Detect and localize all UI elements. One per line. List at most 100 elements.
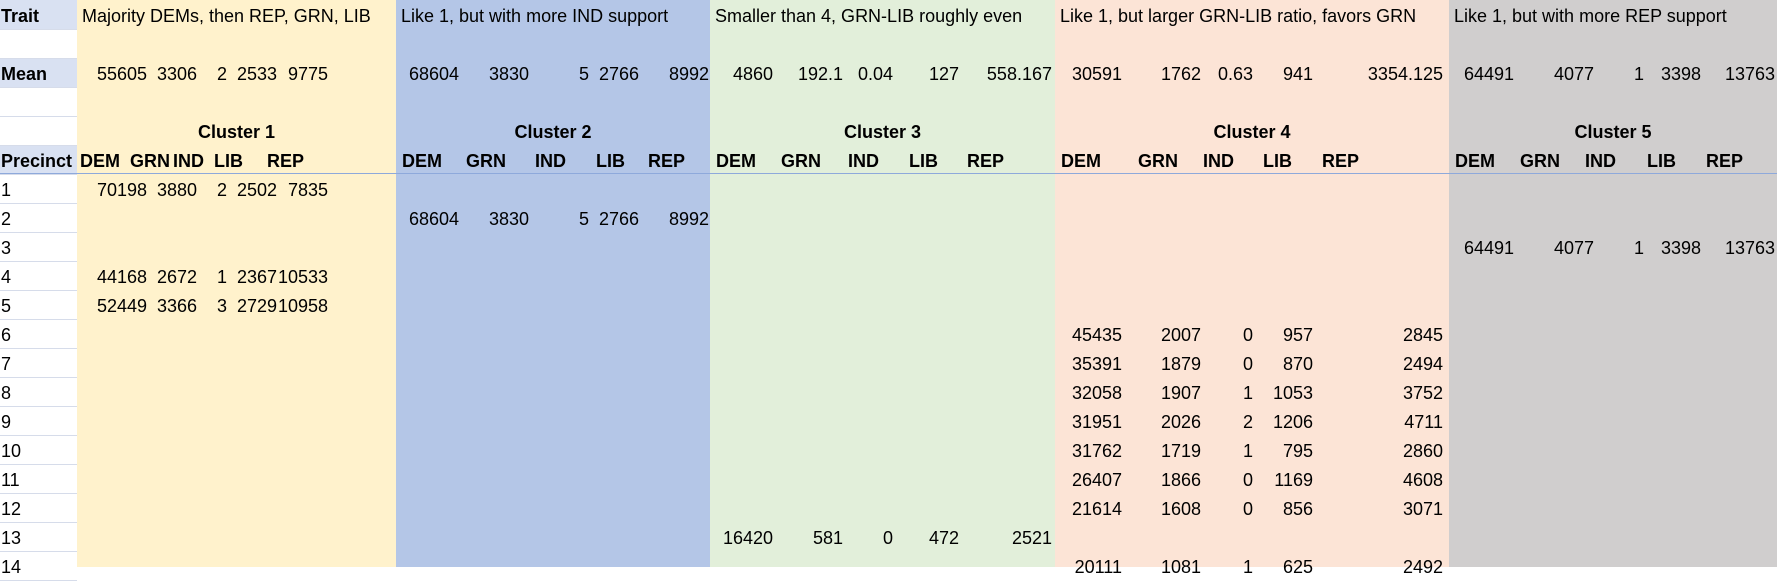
column-header-dem: DEM — [1455, 151, 1495, 171]
precinct-ind-value: 0 — [882, 528, 893, 548]
precinct-rep-value: 10533 — [277, 267, 328, 287]
precinct-lib-value: 2502 — [236, 180, 277, 200]
precinct-lib-value: 2367 — [236, 267, 277, 287]
precinct-ind-value: 1 — [1242, 383, 1253, 403]
precinct-dem-value: 20111 — [1074, 557, 1122, 577]
precinct-label: Precinct — [1, 151, 73, 171]
precinct-lib-value: 2729 — [236, 296, 277, 316]
precinct-ind-value: 0 — [1242, 354, 1253, 374]
precinct-number: 7 — [1, 354, 12, 374]
precinct-number: 8 — [1, 383, 12, 403]
row-separator — [0, 290, 77, 291]
precinct-lib-value: 870 — [1282, 354, 1313, 374]
row-separator — [0, 116, 77, 117]
mean-ind-value: 5 — [578, 64, 589, 84]
precinct-rep-value: 4711 — [1404, 412, 1443, 432]
mean-lib-value: 2766 — [598, 64, 639, 84]
precinct-number: 2 — [1, 209, 12, 229]
precinct-rep-value: 3071 — [1402, 499, 1443, 519]
precinct-lib-value: 1206 — [1272, 412, 1313, 432]
mean-dem-value: 4860 — [732, 64, 773, 84]
precinct-grn-value: 2672 — [156, 267, 197, 287]
cluster-4-trait: Like 1, but larger GRN-LIB ratio, favors… — [1060, 6, 1417, 26]
precinct-ind-value: 2 — [1242, 412, 1253, 432]
precinct-lib-value: 472 — [928, 528, 959, 548]
row-separator — [0, 551, 77, 552]
column-header-lib: LIB — [909, 151, 938, 171]
precinct-ind-value: 1 — [1633, 238, 1644, 258]
mean-lib-value: 2533 — [236, 64, 277, 84]
precinct-lib-value: 795 — [1282, 441, 1313, 461]
precinct-number: 4 — [1, 267, 12, 287]
mean-grn-value: 3830 — [488, 64, 529, 84]
precinct-grn-value: 4077 — [1553, 238, 1594, 258]
precinct-dem-value: 16420 — [722, 528, 773, 548]
precinct-number: 11 — [1, 470, 20, 490]
precinct-ind-value: 3 — [216, 296, 227, 316]
mean-lib-value: 127 — [928, 64, 959, 84]
precinct-number: 10 — [1, 441, 22, 461]
precinct-ind-value: 1 — [216, 267, 227, 287]
precinct-lib-value: 957 — [1282, 325, 1313, 345]
column-header-grn: GRN — [130, 151, 170, 171]
precinct-number: 13 — [1, 528, 22, 548]
precinct-rep-value: 7835 — [287, 180, 328, 200]
column-header-ind: IND — [173, 151, 204, 171]
cluster-2-title: Cluster 2 — [514, 122, 592, 142]
precinct-grn-value: 1879 — [1160, 354, 1201, 374]
mean-dem-value: 55605 — [96, 64, 147, 84]
column-header-lib: LIB — [596, 151, 625, 171]
cluster-4-column-background — [1055, 0, 1449, 567]
row-separator — [0, 261, 77, 262]
precinct-grn-value: 3880 — [156, 180, 197, 200]
cluster-1-title: Cluster 1 — [197, 122, 276, 142]
precinct-dem-value: 21614 — [1071, 499, 1122, 519]
row-separator — [0, 319, 77, 320]
precinct-grn-value: 1608 — [1160, 499, 1201, 519]
mean-ind-value: 1 — [1633, 64, 1644, 84]
precinct-lib-value: 625 — [1282, 557, 1313, 577]
precinct-grn-value: 581 — [812, 528, 843, 548]
precinct-dem-value: 32058 — [1071, 383, 1122, 403]
mean-rep-value: 8992 — [668, 64, 709, 84]
row-separator — [0, 493, 77, 494]
precinct-number: 12 — [1, 499, 22, 519]
mean-rep-value: 3354.125 — [1367, 64, 1443, 84]
column-header-grn: GRN — [1520, 151, 1560, 171]
trait-label: Trait — [1, 6, 40, 26]
mean-dem-value: 30591 — [1071, 64, 1122, 84]
row-separator — [0, 522, 77, 523]
row-separator — [0, 464, 77, 465]
precinct-rep-value: 3752 — [1402, 383, 1443, 403]
precinct-rep-value: 2494 — [1402, 354, 1443, 374]
precinct-grn-value: 1907 — [1160, 383, 1201, 403]
precinct-dem-value: 64491 — [1463, 238, 1514, 258]
precinct-dem-value: 68604 — [408, 209, 459, 229]
cluster-1-column-background — [77, 0, 396, 567]
row-separator — [0, 29, 77, 30]
precinct-rep-value: 2521 — [1011, 528, 1052, 548]
precinct-lib-value: 856 — [1282, 499, 1313, 519]
cluster-2-column-background — [396, 0, 710, 567]
precinct-lib-value: 2766 — [598, 209, 639, 229]
cluster-2-trait: Like 1, but with more IND support — [401, 6, 669, 26]
column-header-dem: DEM — [80, 151, 120, 171]
row-separator — [0, 232, 77, 233]
cluster-3-trait: Smaller than 4, GRN-LIB roughly even — [715, 6, 1023, 26]
column-header-rep: REP — [1706, 151, 1744, 171]
row-separator — [0, 203, 77, 204]
precinct-ind-value: 0 — [1242, 499, 1253, 519]
row-label-column — [0, 0, 77, 567]
mean-rep-value: 558.167 — [986, 64, 1052, 84]
precinct-ind-value: 1 — [1242, 557, 1253, 577]
precinct-rep-value: 4608 — [1402, 470, 1443, 490]
row-label-highlight — [0, 58, 77, 87]
precinct-lib-value: 3398 — [1660, 238, 1701, 258]
precinct-dem-value: 45435 — [1071, 325, 1122, 345]
mean-rep-value: 13763 — [1724, 64, 1775, 84]
row-separator — [0, 348, 77, 349]
column-header-lib: LIB — [1263, 151, 1292, 171]
column-header-dem: DEM — [1061, 151, 1101, 171]
precinct-number: 14 — [1, 557, 22, 577]
precinct-grn-value: 3830 — [488, 209, 529, 229]
